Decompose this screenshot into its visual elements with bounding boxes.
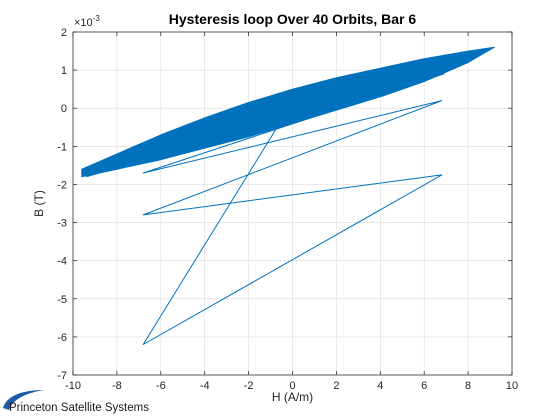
y-tick-label: -1 [57, 141, 67, 153]
x-axis-label: H (A/m) [272, 390, 313, 404]
x-tick-label: 10 [506, 380, 518, 392]
y-tick-label: 1 [61, 65, 67, 77]
x-tick-label: 2 [333, 380, 339, 392]
y-tick-label: -5 [57, 294, 67, 306]
x-tick-label: -10 [65, 380, 81, 392]
x-tick-label: -6 [156, 380, 166, 392]
x-tick-label: -4 [200, 380, 210, 392]
x-tick-label: 4 [377, 380, 383, 392]
exponent-power: -3 [93, 14, 101, 23]
x-tick-label: -8 [112, 380, 122, 392]
y-tick-label: -3 [57, 218, 67, 230]
y-tick-label: -4 [57, 256, 67, 268]
y-tick-label: -2 [57, 179, 67, 191]
x-tick-label: -2 [244, 380, 254, 392]
y-tick-label: 2 [61, 27, 67, 39]
y-axis-label: B (T) [32, 190, 46, 217]
exponent-base: ×10 [74, 17, 93, 29]
chart-title: Hysteresis loop Over 40 Orbits, Bar 6 [169, 11, 417, 27]
logo-text: Princeton Satellite Systems [9, 402, 149, 414]
x-tick-label: 6 [421, 380, 427, 392]
x-tick-label: 8 [465, 380, 471, 392]
y-tick-label: -7 [57, 370, 67, 382]
y-tick-label: -6 [57, 332, 67, 344]
y-tick-label: 0 [61, 103, 67, 115]
